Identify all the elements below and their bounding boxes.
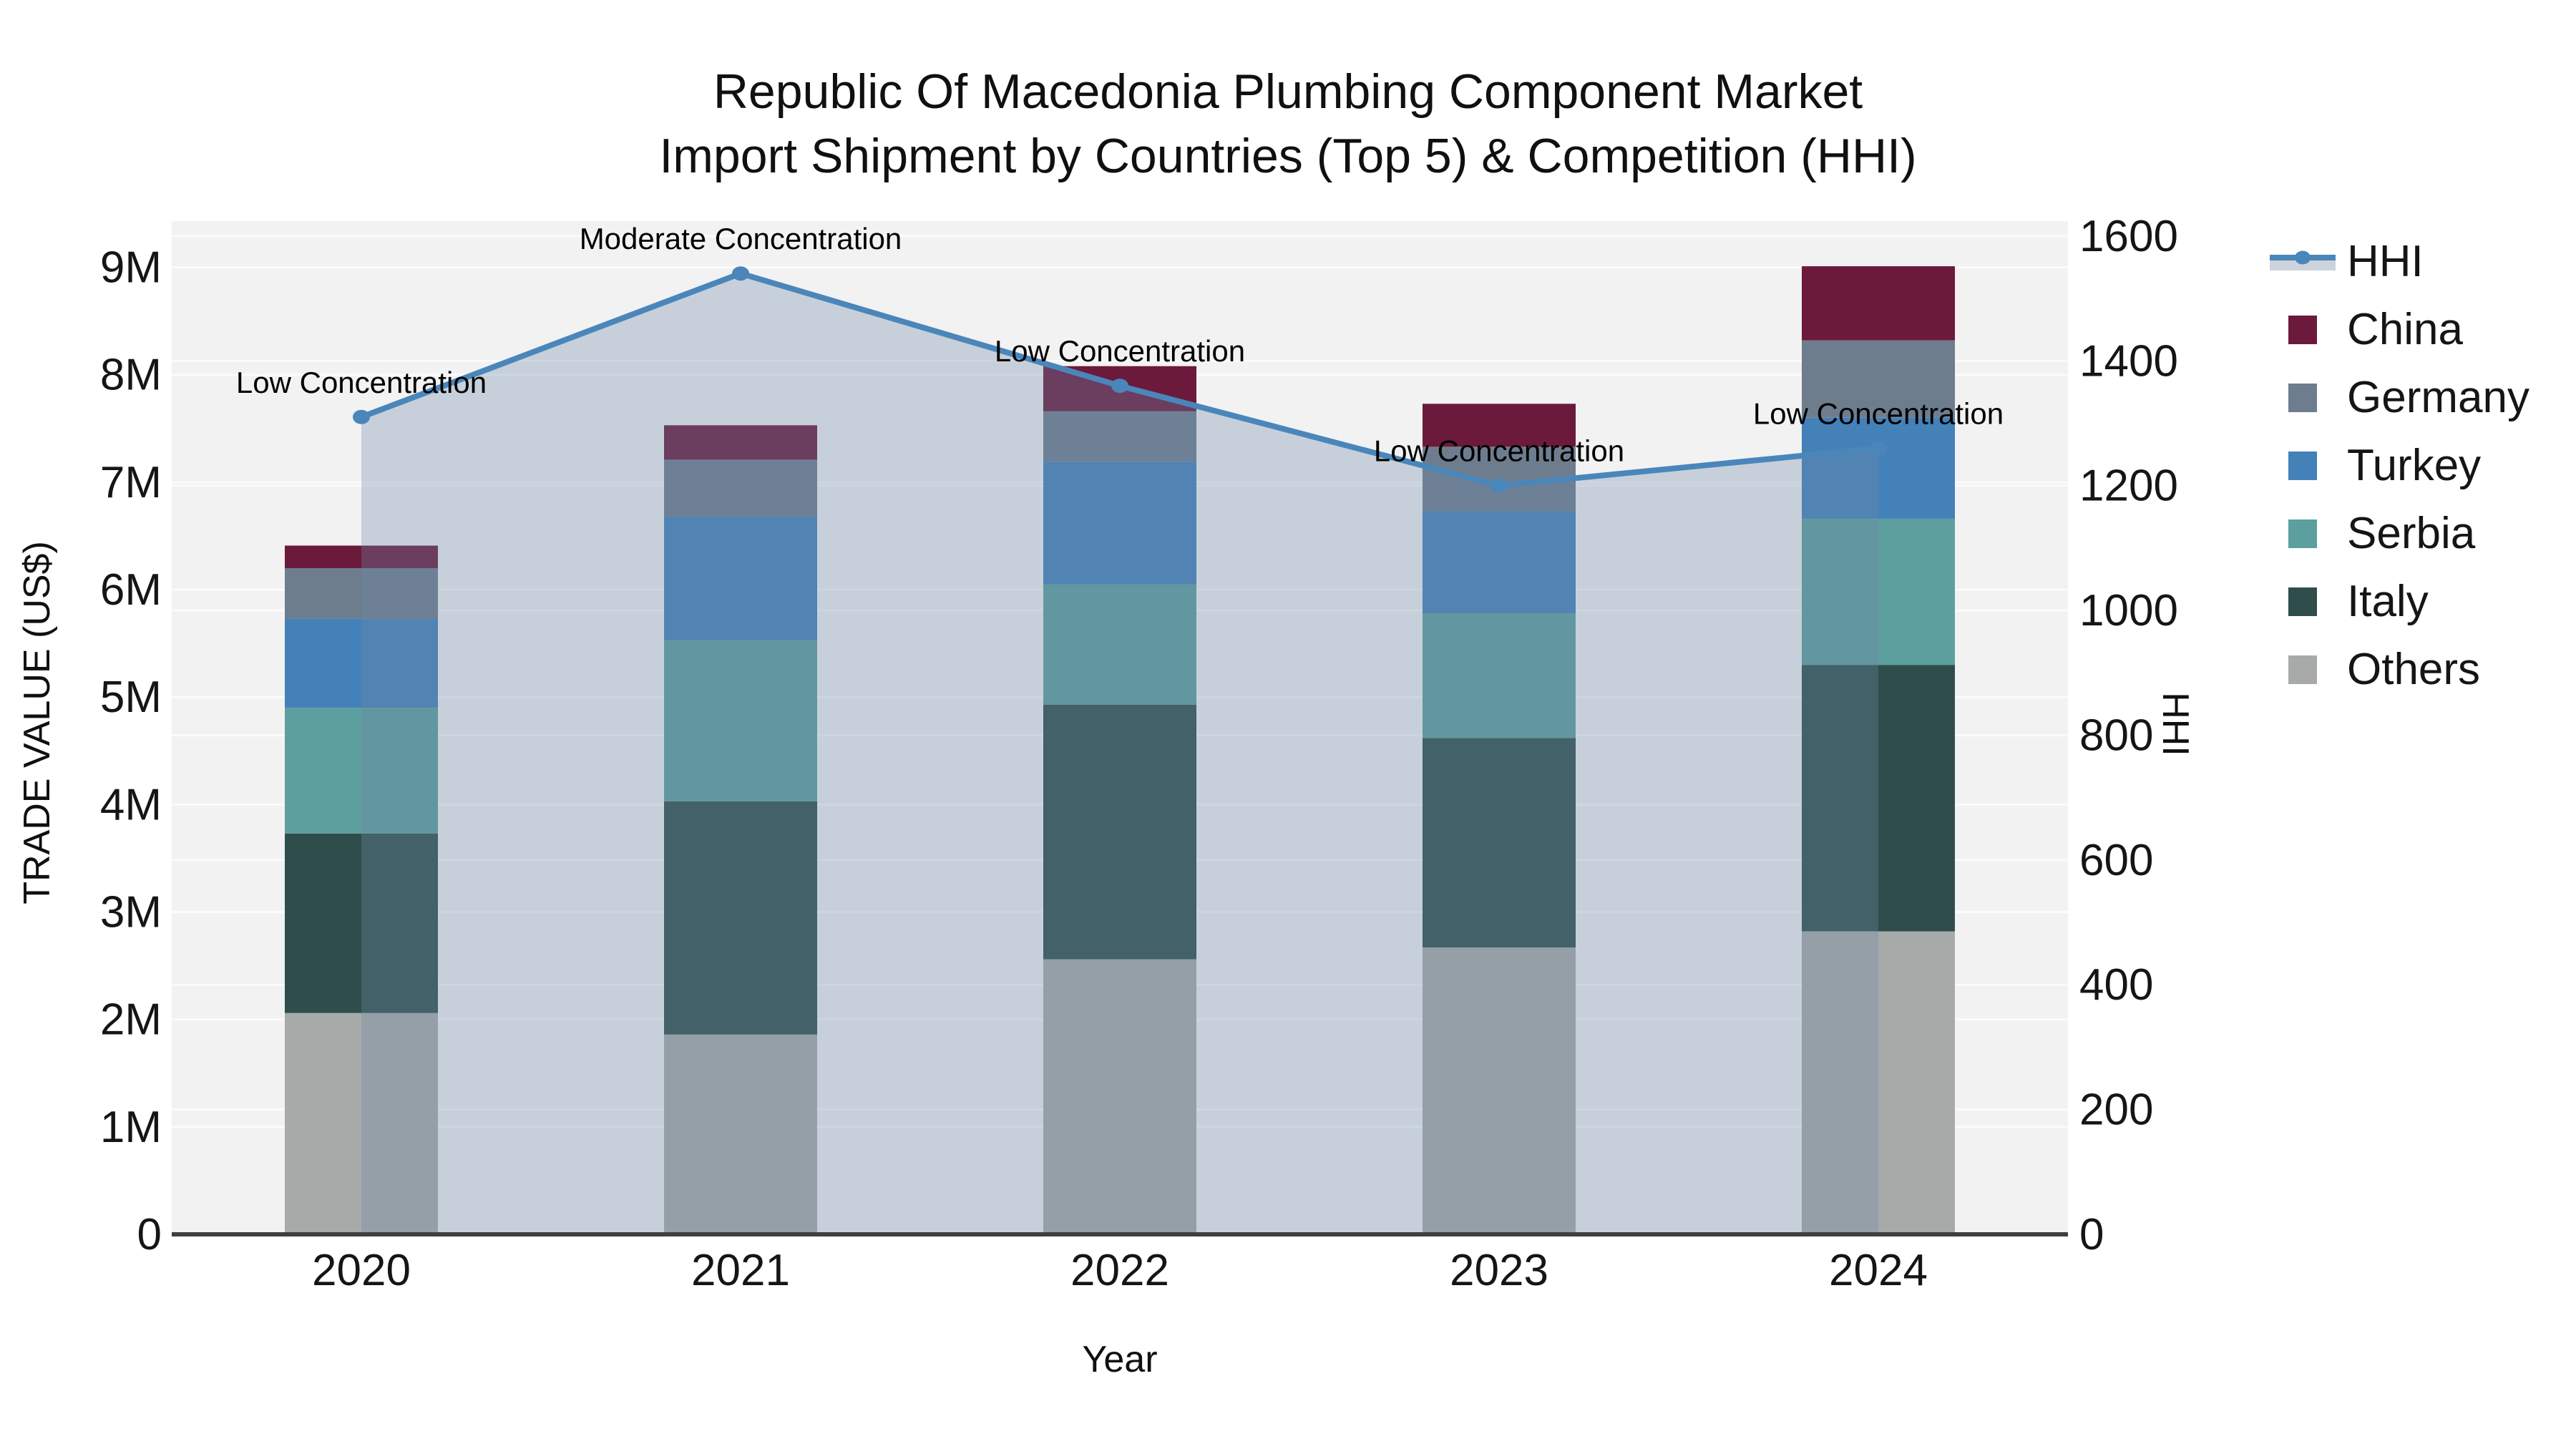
annotation-2020: Low Concentration bbox=[236, 366, 487, 399]
y-right-tick-0: 0 bbox=[2079, 1210, 2104, 1259]
x-axis-title: Year bbox=[1082, 1339, 1158, 1380]
legend-item-turkey[interactable]: Turkey bbox=[2270, 431, 2529, 499]
y-left-tick-3M: 3M bbox=[100, 888, 162, 937]
bar-segment-serbia-2020[interactable] bbox=[285, 708, 438, 834]
bar-segment-china-2023[interactable] bbox=[1423, 404, 1576, 447]
x-tick-2023: 2023 bbox=[1450, 1246, 1548, 1295]
bar-segment-turkey-2022[interactable] bbox=[1043, 462, 1196, 585]
legend-swatch-icon bbox=[2270, 587, 2336, 616]
legend-swatch-icon bbox=[2270, 315, 2336, 344]
y-left-tick-7M: 7M bbox=[100, 458, 162, 507]
annotation-2023: Low Concentration bbox=[1374, 434, 1624, 468]
bar-segment-serbia-2022[interactable] bbox=[1043, 584, 1196, 705]
y-left-tick-0: 0 bbox=[137, 1210, 162, 1259]
y-right-tick-600: 600 bbox=[2079, 836, 2153, 885]
annotation-2022: Low Concentration bbox=[995, 334, 1245, 368]
legend-item-serbia[interactable]: Serbia bbox=[2270, 499, 2529, 567]
bar-segment-turkey-2020[interactable] bbox=[285, 618, 438, 708]
x-tick-2022: 2022 bbox=[1070, 1246, 1169, 1295]
x-tick-2020: 2020 bbox=[312, 1246, 411, 1295]
y-right-tick-1200: 1200 bbox=[2079, 462, 2178, 511]
y-left-tick-9M: 9M bbox=[100, 243, 162, 293]
bar-segment-italy-2022[interactable] bbox=[1043, 704, 1196, 960]
y-right-tick-400: 400 bbox=[2079, 960, 2153, 1010]
y-left-tick-8M: 8M bbox=[100, 351, 162, 400]
bar-segment-others-2023[interactable] bbox=[1423, 947, 1576, 1234]
legend-item-hhi[interactable]: HHI bbox=[2270, 228, 2529, 296]
legend-line-sample-icon bbox=[2270, 248, 2336, 276]
bar-segment-others-2021[interactable] bbox=[664, 1034, 817, 1234]
legend-swatch-icon bbox=[2270, 383, 2336, 412]
x-tick-2021: 2021 bbox=[691, 1246, 790, 1295]
y-right-tick-800: 800 bbox=[2079, 711, 2153, 760]
y-left-tick-4M: 4M bbox=[100, 780, 162, 829]
bar-segment-serbia-2023[interactable] bbox=[1423, 613, 1576, 738]
legend-label: HHI bbox=[2347, 237, 2424, 286]
chart-title-line2: Import Shipment by Countries (Top 5) & C… bbox=[659, 129, 1917, 183]
bar-segment-china-2024[interactable] bbox=[1802, 266, 1955, 341]
bar-segment-turkey-2023[interactable] bbox=[1423, 511, 1576, 614]
legend-label: Serbia bbox=[2347, 509, 2476, 558]
bar-segment-others-2022[interactable] bbox=[1043, 959, 1196, 1234]
hhi-area-fill bbox=[361, 273, 1878, 1235]
hhi-marker-2021[interactable] bbox=[732, 266, 749, 281]
hhi-marker-2020[interactable] bbox=[353, 409, 370, 424]
bar-segment-germany-2022[interactable] bbox=[1043, 411, 1196, 462]
legend-color-swatch bbox=[2288, 519, 2317, 548]
legend-swatch-icon bbox=[2270, 519, 2336, 548]
hhi-marker-2022[interactable] bbox=[1111, 379, 1128, 394]
legend-item-germany[interactable]: Germany bbox=[2270, 364, 2529, 431]
legend-color-swatch bbox=[2288, 383, 2317, 412]
bar-segment-italy-2020[interactable] bbox=[285, 833, 438, 1013]
x-tick-2024: 2024 bbox=[1829, 1246, 1928, 1295]
legend-label: Others bbox=[2347, 645, 2481, 694]
hhi-marker-2023[interactable] bbox=[1491, 478, 1508, 493]
bar-segment-italy-2021[interactable] bbox=[664, 801, 817, 1035]
bar-segment-germany-2024[interactable] bbox=[1802, 340, 1955, 418]
legend-color-swatch bbox=[2288, 655, 2317, 684]
bar-segment-germany-2021[interactable] bbox=[664, 459, 817, 517]
bar-segment-italy-2023[interactable] bbox=[1423, 738, 1576, 948]
annotation-2021: Moderate Concentration bbox=[580, 222, 902, 255]
y-left-tick-5M: 5M bbox=[100, 673, 162, 722]
y-left-tick-2M: 2M bbox=[100, 995, 162, 1045]
y-left-tick-1M: 1M bbox=[100, 1103, 162, 1152]
legend-color-swatch bbox=[2288, 315, 2317, 344]
bar-segment-others-2024[interactable] bbox=[1802, 931, 1955, 1234]
legend-label: Germany bbox=[2347, 373, 2529, 422]
legend-item-italy[interactable]: Italy bbox=[2270, 567, 2529, 635]
annotation-2024: Low Concentration bbox=[1753, 396, 2004, 430]
bar-segment-italy-2024[interactable] bbox=[1802, 665, 1955, 932]
y-right-tick-200: 200 bbox=[2079, 1085, 2153, 1135]
y-right-tick-1600: 1600 bbox=[2079, 212, 2178, 261]
legend-label: Italy bbox=[2347, 577, 2429, 626]
legend-swatch-icon bbox=[2270, 451, 2336, 480]
legend-item-china[interactable]: China bbox=[2270, 296, 2529, 364]
legend-color-swatch bbox=[2288, 451, 2317, 480]
chart-title-line1: Republic Of Macedonia Plumbing Component… bbox=[713, 64, 1863, 119]
y-right-tick-1400: 1400 bbox=[2079, 336, 2178, 386]
y-axis-right-title: HHI bbox=[2155, 692, 2196, 756]
bar-segment-turkey-2021[interactable] bbox=[664, 516, 817, 640]
legend-label: China bbox=[2347, 305, 2463, 354]
bar-segment-serbia-2024[interactable] bbox=[1802, 518, 1955, 665]
y-left-tick-6M: 6M bbox=[100, 565, 162, 615]
bar-segment-germany-2020[interactable] bbox=[285, 568, 438, 619]
bar-segment-china-2021[interactable] bbox=[664, 425, 817, 460]
legend-swatch-icon bbox=[2270, 655, 2336, 684]
legend-item-others[interactable]: Others bbox=[2270, 635, 2529, 703]
bar-segment-china-2020[interactable] bbox=[285, 545, 438, 569]
y-axis-left-title: TRADE VALUE (US$) bbox=[16, 541, 58, 904]
bar-segment-others-2020[interactable] bbox=[285, 1013, 438, 1234]
legend: HHI China Germany Turkey Serbia Italy Others bbox=[2270, 228, 2529, 703]
legend-color-swatch bbox=[2288, 587, 2317, 616]
legend-label: Turkey bbox=[2347, 441, 2482, 490]
hhi-marker-2024[interactable] bbox=[1870, 441, 1887, 456]
bar-segment-serbia-2021[interactable] bbox=[664, 640, 817, 801]
y-right-tick-1000: 1000 bbox=[2079, 586, 2178, 635]
bar-segment-turkey-2024[interactable] bbox=[1802, 417, 1955, 519]
